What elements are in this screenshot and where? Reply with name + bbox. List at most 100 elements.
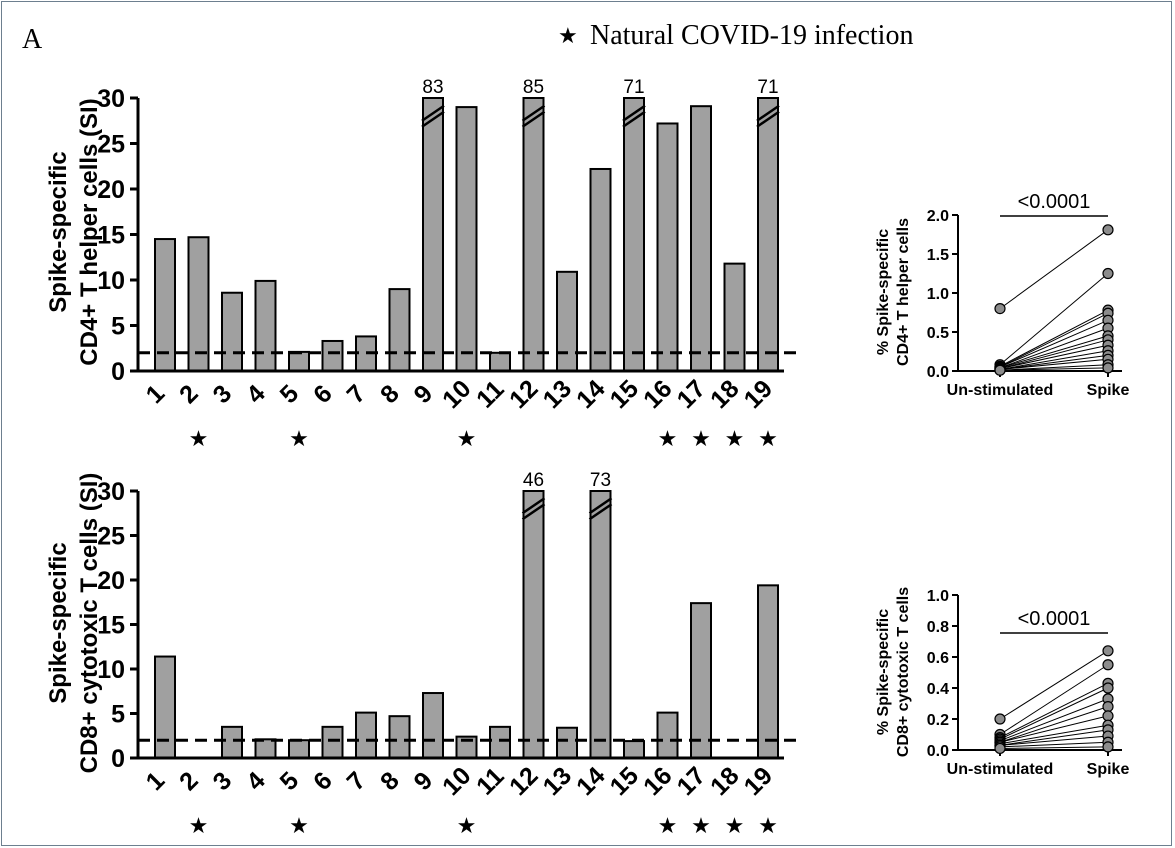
- bar: [422, 97, 444, 372]
- p-value-label: <0.0001: [1018, 608, 1091, 630]
- y-tick-label: 5: [111, 701, 125, 729]
- y-tick-label: 1.5: [927, 247, 949, 264]
- pair-line: [999, 746, 1109, 749]
- bar-value-label: 83: [422, 77, 443, 98]
- y-tick-label: 2.0: [927, 208, 949, 225]
- chart-cd4-pct: 0.0 0.5 1.0 1.5 2.0 % Spike-specific CD4+ T he…: [875, 191, 1129, 399]
- natural-infection-star-icon: ★: [658, 426, 678, 451]
- point-unstimulated: [994, 713, 1006, 725]
- bar-value-label: 71: [623, 77, 644, 98]
- bar: [656, 122, 679, 373]
- point-unstimulated: [994, 742, 1006, 755]
- x-tick-label: Spike: [1087, 382, 1130, 399]
- bar: [656, 711, 679, 759]
- y-axis-label: CD4+ T helper cells (SI): [76, 98, 103, 365]
- bar: [388, 715, 411, 759]
- x-tick-label: 8: [375, 766, 405, 796]
- pair-line: [999, 309, 1109, 367]
- p-value-label: <0.0001: [1018, 191, 1091, 213]
- y-tick-label: 30: [97, 85, 125, 113]
- x-tick-label: 9: [409, 380, 439, 410]
- x-tick-label: 5: [275, 766, 305, 796]
- point-spike: [1102, 645, 1114, 657]
- bar: [321, 339, 344, 373]
- pair-line: [999, 729, 1109, 746]
- bar: [154, 655, 176, 759]
- natural-infection-star-icon: ★: [691, 426, 711, 451]
- pair-line: [999, 312, 1109, 368]
- bar: [489, 351, 511, 372]
- point-spike: [1102, 710, 1114, 722]
- point-unstimulated: [994, 364, 1006, 376]
- x-tick-label: 9: [409, 767, 439, 797]
- bar: [522, 490, 545, 759]
- bar: [489, 725, 511, 759]
- point-spike: [1102, 362, 1114, 374]
- x-tick-label: Spike: [1087, 761, 1130, 778]
- bar: [388, 288, 411, 373]
- bar: [221, 291, 243, 372]
- y-tick-label: 1.0: [927, 286, 949, 303]
- pair-line: [999, 273, 1109, 366]
- y-tick-label: 0.0: [927, 743, 949, 760]
- y-axis-label: CD4+ T helper cells: [895, 218, 912, 366]
- pair-line: [999, 354, 1109, 370]
- x-tick-label: 7: [342, 767, 372, 797]
- y-axis-label: % Spike-specific: [875, 229, 892, 355]
- bar: [757, 584, 779, 760]
- point-spike: [1102, 700, 1114, 713]
- natural-infection-star-icon: ★: [457, 813, 477, 838]
- bar-value-label: 46: [523, 470, 544, 491]
- break-mark: [756, 110, 780, 128]
- y-tick-label: 5: [111, 313, 125, 341]
- legend-text: Natural COVID-19 infection: [590, 20, 913, 51]
- natural-infection-star-icon: ★: [189, 813, 209, 838]
- bar-value-label: 71: [757, 77, 778, 98]
- point-spike: [1102, 659, 1114, 671]
- y-tick-label: 30: [97, 478, 125, 506]
- x-tick-label: 4: [241, 379, 271, 409]
- y-tick-label: 0: [111, 745, 125, 773]
- pair-line: [999, 735, 1109, 746]
- break-mark: [622, 110, 646, 128]
- bar: [556, 726, 578, 759]
- legend: ★ Natural COVID-19 infection: [558, 20, 913, 51]
- bar: [221, 725, 243, 759]
- bar: [522, 97, 545, 372]
- x-tick-label: 4: [241, 766, 271, 796]
- chart-cd8-pct: 0.0 0.2 0.4 0.6 0.8 1.0 % Spike-specific CD8+ c…: [875, 587, 1129, 778]
- break-mark: [588, 497, 613, 515]
- bar: [723, 262, 746, 372]
- pair-line: [999, 339, 1109, 370]
- point-spike: [1102, 682, 1114, 694]
- x-tick-label: Un-stimulated: [947, 761, 1054, 778]
- bar: [757, 97, 779, 372]
- bar: [321, 725, 344, 759]
- pair-line: [999, 741, 1109, 748]
- bar: [254, 279, 277, 372]
- pair-line: [999, 344, 1109, 370]
- break-mark: [421, 104, 445, 122]
- natural-infection-star-icon: ★: [457, 426, 477, 451]
- y-tick-label: 0.2: [927, 712, 949, 729]
- bar: [455, 106, 478, 372]
- pair-line: [999, 715, 1109, 743]
- bar: [154, 238, 176, 372]
- bar: [355, 711, 377, 759]
- bar: [623, 740, 645, 760]
- pair-line: [999, 229, 1109, 310]
- pair-line: [999, 682, 1109, 739]
- natural-infection-star-icon: ★: [725, 426, 745, 451]
- y-axis-label: Spike-specific: [45, 151, 72, 312]
- natural-infection-star-icon: ★: [691, 813, 711, 838]
- y-tick-label: 10: [97, 267, 125, 295]
- x-tick-label: 8: [375, 379, 405, 409]
- y-tick-label: 0.5: [927, 325, 949, 342]
- pair-line: [999, 319, 1109, 368]
- x-tick-label: Un-stimulated: [947, 382, 1054, 399]
- pair-line: [999, 335, 1109, 369]
- bar: [422, 692, 444, 760]
